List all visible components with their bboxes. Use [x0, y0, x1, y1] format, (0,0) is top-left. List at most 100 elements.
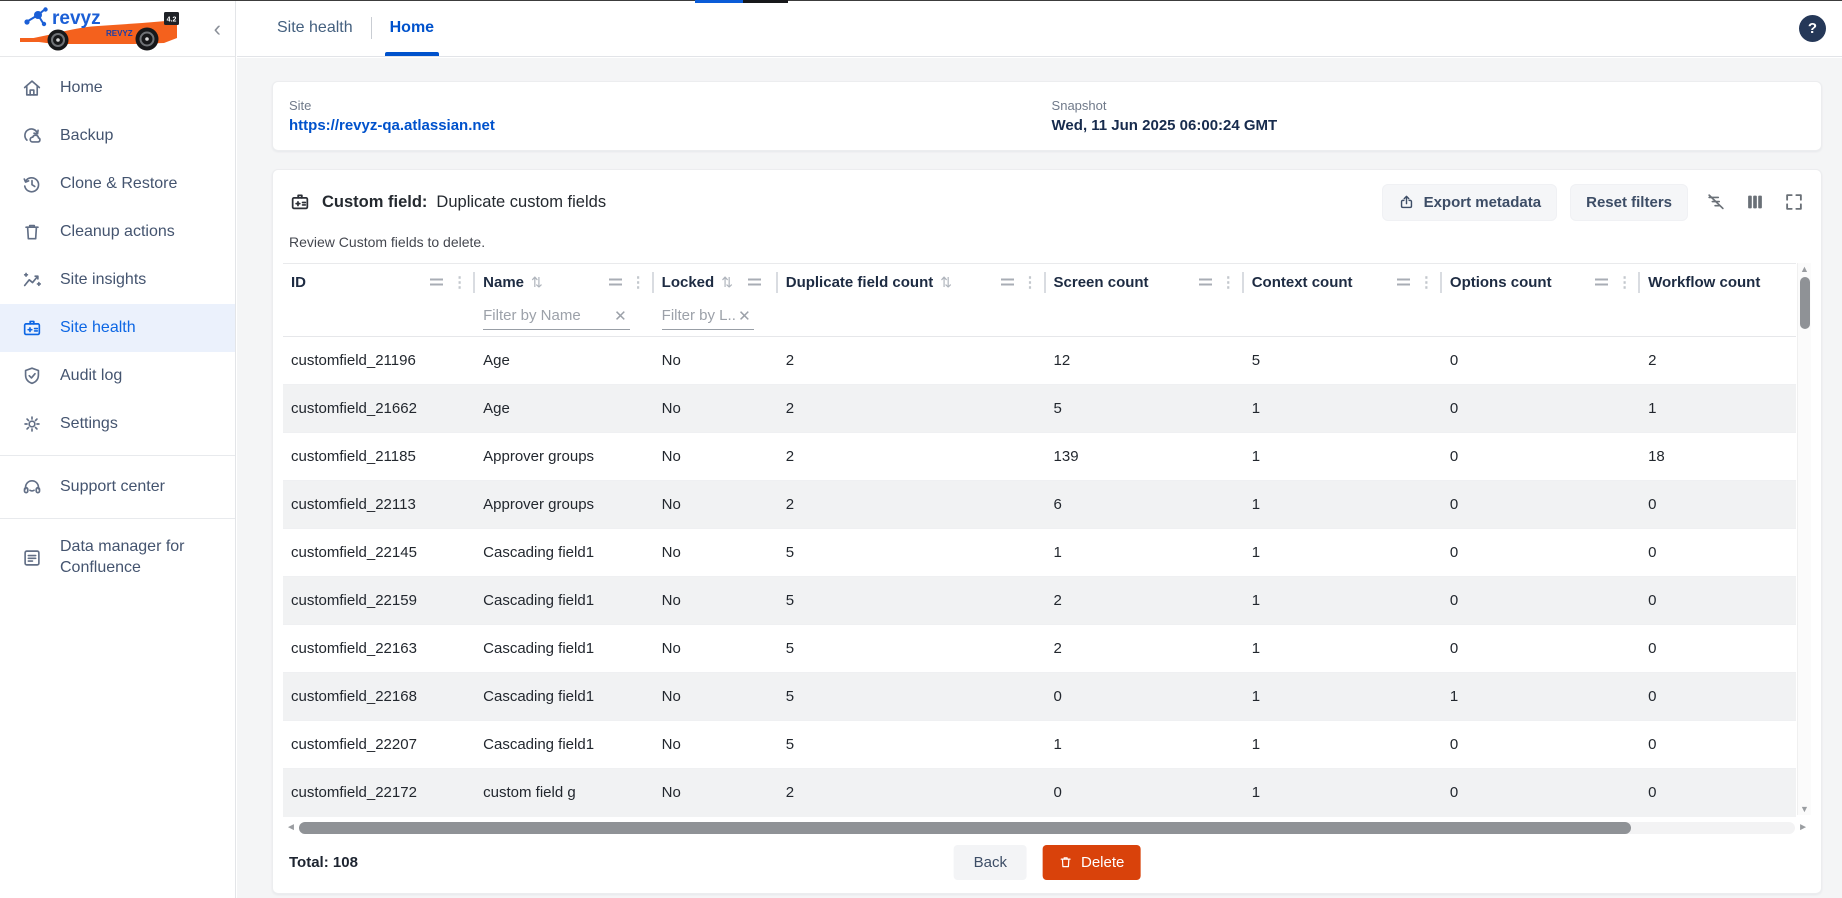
site-label: Site [289, 98, 1052, 113]
sort-icon[interactable]: ⇅ [940, 274, 952, 291]
cell-duplicate-field-count: 2 [778, 769, 1046, 817]
horizontal-scrollbar-track[interactable] [299, 822, 1795, 834]
document-icon [21, 547, 43, 569]
clear-name-filter-icon[interactable]: ✕ [611, 307, 630, 325]
column-header-context-count[interactable]: Context count ⋮ [1244, 264, 1442, 301]
horizontal-scrollbar[interactable]: ◄ ► [283, 820, 1811, 836]
cell-context-count: 1 [1244, 673, 1442, 721]
column-header-options-count[interactable]: Options count ⋮ [1442, 264, 1640, 301]
table-row[interactable]: customfield_22207 Cascading field1 No 5 … [283, 721, 1796, 769]
cell-options-count: 0 [1442, 481, 1640, 529]
column-menu-icon[interactable]: ⋮ [631, 273, 650, 291]
sidebar-item-cleanup-actions[interactable]: Cleanup actions [0, 208, 235, 256]
clear-filters-icon[interactable] [1705, 191, 1727, 213]
cell-options-count: 0 [1442, 337, 1640, 385]
help-button[interactable]: ? [1799, 15, 1826, 42]
filter-menu-icon[interactable] [1000, 275, 1016, 289]
table-row[interactable]: customfield_21662 Age No 2 5 1 0 1 [283, 385, 1796, 433]
column-header-locked[interactable]: Locked ⇅ ⋮ [654, 264, 778, 301]
sidebar-item-home[interactable]: Home [0, 64, 235, 112]
table-row[interactable]: customfield_22113 Approver groups No 2 6… [283, 481, 1796, 529]
filter-menu-icon[interactable] [1396, 275, 1412, 289]
vertical-scrollbar-thumb[interactable] [1800, 277, 1810, 329]
reset-filters-button[interactable]: Reset filters [1570, 184, 1688, 221]
card-actions: Export metadata Reset filters [1382, 184, 1805, 221]
cell-options-count: 0 [1442, 433, 1640, 481]
sidebar-item-site-health[interactable]: Site health [0, 304, 235, 352]
back-button[interactable]: Back [954, 845, 1027, 880]
filter-menu-icon[interactable] [1198, 275, 1214, 289]
table-body: customfield_21196 Age No 2 12 5 0 2 [283, 337, 1796, 817]
table-row[interactable]: customfield_22172 custom field g No 2 0 … [283, 769, 1796, 817]
table-row[interactable]: customfield_22159 Cascading field1 No 5 … [283, 577, 1796, 625]
table-row[interactable]: customfield_22145 Cascading field1 No 5 … [283, 529, 1796, 577]
sidebar-item-backup[interactable]: Backup [0, 112, 235, 160]
snapshot-field: Snapshot Wed, 11 Jun 2025 06:00:24 GMT [1052, 98, 1278, 134]
tab-label: Site health [277, 19, 353, 37]
column-menu-icon[interactable]: ⋮ [1023, 273, 1042, 291]
column-menu-icon[interactable]: ⋮ [1221, 273, 1240, 291]
cell-name: Cascading field1 [475, 673, 654, 721]
column-header-screen-count[interactable]: Screen count ⋮ [1046, 264, 1244, 301]
cell-locked: No [654, 769, 778, 817]
table-row[interactable]: customfield_22163 Cascading field1 No 5 … [283, 625, 1796, 673]
cell-context-count: 1 [1244, 769, 1442, 817]
column-header-workflow-count[interactable]: Workflow count [1640, 264, 1796, 301]
column-header-name[interactable]: Name ⇅ ⋮ [475, 264, 654, 301]
window-top-edge [0, 0, 1842, 1]
sort-icon[interactable]: ⇅ [721, 274, 733, 291]
column-menu-icon[interactable]: ⋮ [770, 273, 778, 291]
cell-id: customfield_22163 [283, 625, 475, 673]
sidebar-item-audit-log[interactable]: Audit log [0, 352, 235, 400]
cell-context-count: 1 [1244, 721, 1442, 769]
fullscreen-icon[interactable] [1783, 191, 1805, 213]
column-menu-icon[interactable]: ⋮ [1617, 273, 1636, 291]
sidebar-item-settings[interactable]: Settings [0, 400, 235, 448]
sidebar-collapse-button[interactable]: ‹ [206, 16, 229, 42]
tab-home[interactable]: Home [372, 0, 452, 56]
column-label: Locked [662, 274, 715, 291]
shield-check-icon [21, 365, 43, 387]
name-filter-input[interactable] [483, 307, 611, 324]
column-menu-icon[interactable]: ⋮ [1419, 273, 1438, 291]
export-metadata-button[interactable]: Export metadata [1382, 184, 1558, 221]
filter-menu-icon[interactable] [747, 275, 763, 289]
sidebar-item-site-insights[interactable]: Site insights [0, 256, 235, 304]
cell-id: customfield_21196 [283, 337, 475, 385]
table-header-row: ID ⋮ Name ⇅ ⋮ Locked ⇅ [283, 264, 1796, 301]
cell-screen-count: 5 [1046, 385, 1244, 433]
sidebar-item-data-manager-confluence[interactable]: Data manager for Confluence [0, 526, 235, 590]
filter-menu-icon[interactable] [1594, 275, 1610, 289]
cell-options-count: 0 [1442, 385, 1640, 433]
sidebar-item-clone-restore[interactable]: Clone & Restore [0, 160, 235, 208]
filter-menu-icon[interactable] [608, 275, 624, 289]
site-url-link[interactable]: https://revyz-qa.atlassian.net [289, 117, 1052, 134]
clear-locked-filter-icon[interactable]: ✕ [735, 307, 754, 325]
cell-duplicate-field-count: 5 [778, 673, 1046, 721]
table-row[interactable]: customfield_21196 Age No 2 12 5 0 2 [283, 337, 1796, 385]
table-row[interactable]: customfield_21185 Approver groups No 2 1… [283, 433, 1796, 481]
snapshot-label: Snapshot [1052, 98, 1278, 113]
filter-row: ✕ ✕ [283, 301, 1796, 337]
scroll-down-icon[interactable]: ▼ [1800, 803, 1809, 815]
scroll-up-icon[interactable]: ▲ [1800, 263, 1809, 275]
scroll-right-icon[interactable]: ► [1795, 822, 1811, 833]
sidebar-item-label: Settings [60, 415, 118, 433]
cell-locked: No [654, 385, 778, 433]
scroll-left-icon[interactable]: ◄ [283, 822, 299, 833]
delete-button[interactable]: Delete [1043, 845, 1140, 880]
table-row[interactable]: customfield_22168 Cascading field1 No 5 … [283, 673, 1796, 721]
tab-site-health[interactable]: Site health [259, 0, 371, 56]
horizontal-scrollbar-thumb[interactable] [299, 822, 1631, 834]
column-menu-icon[interactable]: ⋮ [452, 273, 471, 291]
sort-icon[interactable]: ⇅ [531, 274, 543, 291]
vertical-scrollbar[interactable]: ▲ ▼ [1797, 263, 1811, 815]
column-header-id[interactable]: ID ⋮ [283, 264, 475, 301]
home-icon [21, 77, 43, 99]
sidebar-item-support-center[interactable]: Support center [0, 463, 235, 511]
filter-menu-icon[interactable] [429, 275, 445, 289]
column-header-duplicate-field-count[interactable]: Duplicate field count ⇅ ⋮ [778, 264, 1046, 301]
columns-icon[interactable] [1744, 191, 1766, 213]
locked-filter-input[interactable] [662, 307, 735, 324]
delete-label: Delete [1081, 854, 1124, 871]
